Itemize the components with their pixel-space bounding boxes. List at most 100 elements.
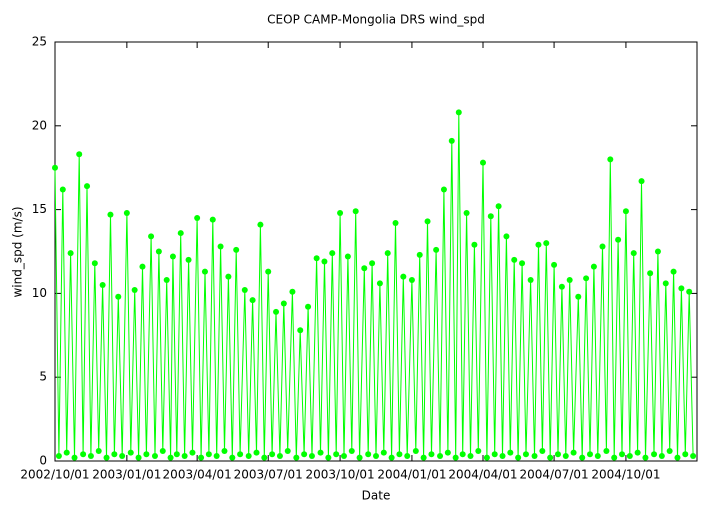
data-point	[483, 454, 490, 461]
data-point	[84, 183, 91, 190]
data-point	[148, 233, 155, 240]
data-point	[587, 451, 593, 458]
x-tick-label: 2004/04/01	[448, 468, 517, 482]
data-point	[416, 251, 423, 258]
data-point	[80, 451, 87, 458]
data-point	[308, 452, 315, 459]
x-tick-label: 2004/01/01	[377, 468, 446, 482]
data-point	[352, 208, 359, 215]
plot-frame	[54, 41, 698, 462]
data-point	[340, 452, 347, 459]
data-point	[297, 327, 304, 334]
data-point	[658, 452, 665, 459]
y-tick-label: 5	[39, 370, 47, 384]
data-point	[678, 285, 685, 292]
data-point	[539, 447, 546, 454]
data-point	[237, 451, 244, 458]
x-tick-label: 2004/10/01	[591, 468, 660, 482]
data-point	[392, 220, 399, 227]
data-point	[205, 451, 212, 458]
data-point	[535, 241, 542, 248]
data-point	[570, 449, 577, 456]
data-point	[611, 454, 618, 461]
data-point	[361, 265, 368, 272]
data-point	[265, 268, 272, 275]
data-point	[562, 452, 569, 459]
data-point	[99, 282, 106, 289]
data-point	[412, 447, 419, 454]
data-point	[452, 454, 459, 461]
y-axis-label: wind_spd (m/s)	[11, 206, 25, 297]
data-point	[194, 214, 201, 221]
data-point	[467, 452, 474, 459]
data-point	[515, 454, 522, 461]
data-point	[603, 447, 610, 454]
data-point	[686, 288, 693, 295]
data-point	[615, 236, 622, 243]
data-point	[626, 452, 633, 459]
data-point	[181, 452, 188, 459]
data-point	[233, 246, 240, 253]
data-point	[257, 221, 264, 228]
data-point	[437, 452, 444, 459]
data-point	[87, 452, 94, 459]
data-point	[459, 451, 466, 458]
data-point	[654, 248, 661, 255]
data-point	[119, 452, 126, 459]
data-point	[151, 452, 158, 459]
data-point	[293, 454, 300, 461]
data-point	[209, 216, 216, 223]
y-tick-label: 25	[32, 35, 47, 49]
data-point	[369, 260, 376, 267]
data-point	[380, 449, 387, 456]
data-point	[583, 275, 590, 282]
data-point	[444, 449, 451, 456]
data-point	[67, 250, 74, 257]
data-point	[594, 452, 601, 459]
data-point	[622, 208, 629, 215]
data-point	[253, 449, 260, 456]
data-point	[511, 256, 518, 263]
data-point	[177, 230, 184, 237]
data-point	[95, 447, 102, 454]
data-point	[599, 243, 606, 250]
data-point	[463, 209, 470, 216]
data-point	[276, 452, 283, 459]
data-point	[325, 454, 332, 461]
data-point	[590, 263, 597, 270]
data-point	[103, 454, 110, 461]
y-tick-label: 10	[32, 286, 47, 300]
data-point	[480, 159, 486, 166]
data-point	[269, 451, 276, 458]
x-tick-label: 2003/04/01	[163, 468, 232, 482]
data-point	[71, 454, 78, 461]
data-point	[229, 454, 236, 461]
data-point	[135, 454, 142, 461]
data-point	[115, 293, 122, 300]
data-point	[519, 260, 526, 267]
data-point	[221, 447, 228, 454]
data-point	[52, 164, 58, 171]
data-point	[59, 186, 66, 193]
data-point	[420, 454, 427, 461]
data-point	[575, 293, 582, 300]
x-tick-label: 2003/07/01	[234, 468, 303, 482]
data-point	[455, 109, 462, 116]
data-point	[638, 178, 645, 185]
data-point	[647, 270, 654, 277]
data-point	[522, 451, 529, 458]
data-point	[440, 186, 447, 193]
data-point	[619, 451, 626, 458]
data-point	[433, 246, 440, 253]
data-point	[185, 256, 192, 263]
data-point	[396, 451, 403, 458]
x-tick-label: 2002/10/01	[20, 468, 89, 482]
data-point	[333, 451, 340, 458]
data-point	[365, 451, 372, 458]
data-point	[91, 260, 98, 267]
data-point	[127, 449, 134, 456]
data-point	[531, 452, 538, 459]
data-point	[167, 454, 174, 461]
data-point	[634, 449, 641, 456]
data-point	[356, 454, 363, 461]
